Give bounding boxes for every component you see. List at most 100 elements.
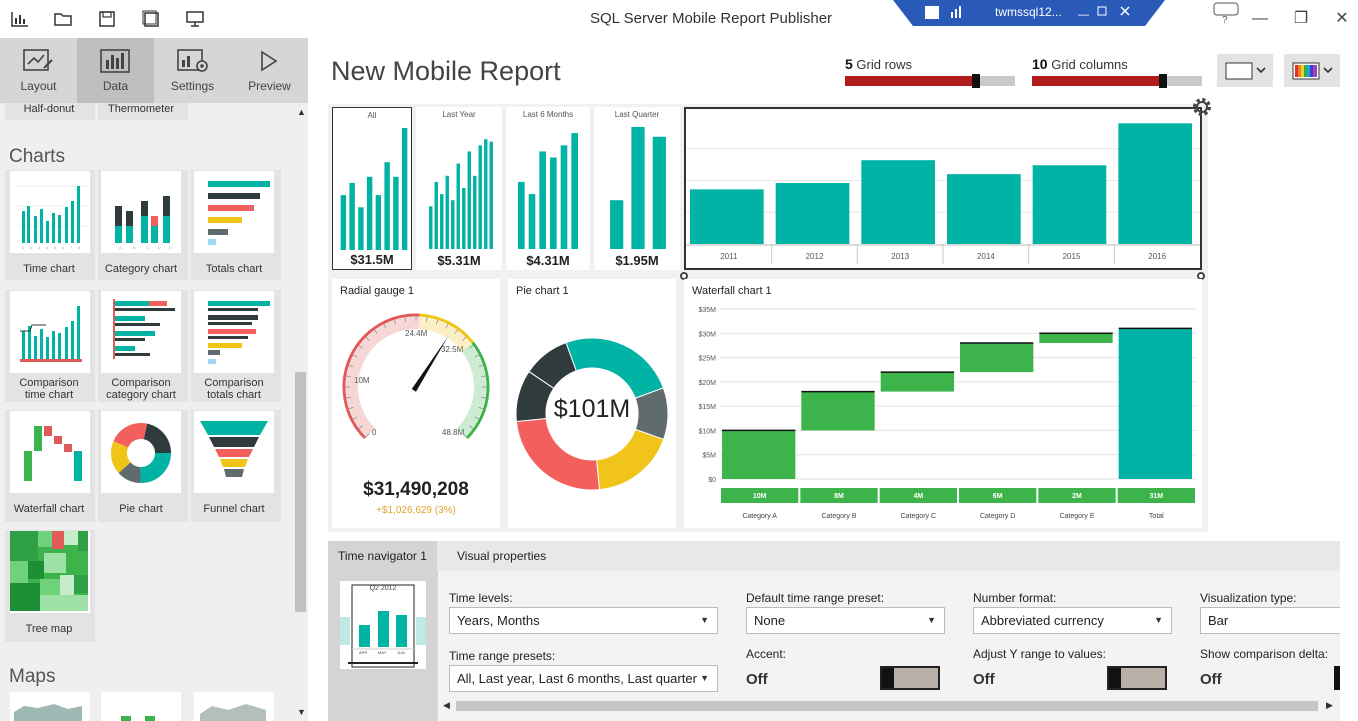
grid-columns-fill [1032,76,1163,86]
show-delta-toggle[interactable] [1334,666,1340,690]
map-thumb-2[interactable] [101,692,181,721]
svg-text:2: 2 [30,245,33,250]
save-icon[interactable] [97,9,117,29]
category-label: Total [1149,513,1164,520]
waterfall-chart-thumb[interactable] [10,411,90,493]
preview-month: APR [359,650,368,655]
tab-settings[interactable]: Settings [154,38,231,103]
value-label-bg [879,488,957,503]
nav-bar [340,195,347,250]
preview-period-label: Q2 2012 [369,585,397,592]
grid-columns-slider[interactable] [1032,74,1202,88]
pie-chart-thumb[interactable] [101,411,181,493]
funnel-chart-thumb[interactable] [194,411,274,493]
nav-bar [375,195,382,250]
comparison-time-chart-thumb[interactable] [10,291,90,373]
value-label: 6M [993,493,1003,500]
tab-time-navigator[interactable]: Time navigator 1 [328,541,437,571]
radial-gauge-tile[interactable]: Radial gauge 1 0 10M 24.4M 32.5M 48.8M $… [332,279,500,528]
data-icon [100,49,130,73]
nav-item-all[interactable]: All $31.5M [332,107,412,270]
gauge-tick [462,336,467,341]
tab-layout[interactable]: Layout [0,38,77,103]
nav-item-label: All [367,111,377,120]
scroll-up-icon[interactable]: ▲ [297,107,306,117]
pie-chart-tile[interactable]: Pie chart 1 $101M [508,279,676,528]
map-thumb-3[interactable] [194,692,274,721]
background-color-dropdown[interactable] [1217,54,1273,87]
totals-chart-thumb[interactable] [194,171,274,253]
half-donut-label[interactable]: Half-donut [23,103,75,115]
tree-map-thumb[interactable] [10,531,90,613]
grid-rows-knob[interactable] [971,74,980,88]
scroll-right-icon[interactable]: ▶ [1326,700,1333,710]
category-chart-thumb[interactable]: A B C D E [101,171,181,253]
tab-data[interactable]: Data [77,38,154,103]
properties-hscroll-thumb[interactable] [456,701,1318,711]
vis-type-select[interactable]: Bar [1200,607,1340,634]
time-range-presets-select[interactable]: All, Last year, Last 6 months, Last quar… [449,665,718,692]
time-navigator-chart[interactable]: 2011 2012 2013 2014 2015 2016 [684,107,1202,270]
comparison-category-chart-thumb[interactable] [101,291,181,373]
nav-bar [631,127,645,249]
nav-bar [478,145,482,249]
accent-label: Accent: [746,647,787,661]
close-button[interactable]: ✕ [1335,10,1349,27]
thermometer-label[interactable]: Thermometer [107,103,175,115]
layout-icon [23,49,53,71]
report-title[interactable]: New Mobile Report [331,56,561,86]
save-as-icon[interactable] [141,9,161,29]
gauge-tick [345,375,351,378]
nav-bars [340,128,408,250]
nav-bar [451,200,455,249]
nav-bar [384,162,390,250]
gear-icon[interactable] [1190,95,1214,119]
svg-text:C: C [146,245,149,250]
properties-hscrollbar[interactable]: ◀ ▶ [441,699,1338,713]
tab-visual-properties[interactable]: Visual properties [457,549,547,563]
map-thumb-1[interactable] [10,692,90,721]
nav-item-last-6-months[interactable]: Last 6 Months $4.31M [506,107,590,270]
grid-columns-knob[interactable] [1158,74,1167,88]
y-tick-label: $10M [698,428,716,435]
number-format-value: Abbreviated currency [981,613,1104,628]
value-label-bg [959,488,1037,503]
server-connection-badge[interactable]: — [893,0,1165,26]
grid-rows-slider[interactable] [845,74,1015,88]
waterfall-chart-tile[interactable]: Waterfall chart 1 $0 $5M $10M $15M $20M $25M $… [684,279,1202,528]
gauge-tick [358,344,363,349]
comparison-totals-chart-thumb[interactable] [194,291,274,373]
minimize-button[interactable]: — [1252,10,1268,27]
scroll-left-icon[interactable]: ◀ [443,700,450,710]
nav-item-last-quarter[interactable]: Last Quarter $1.95M [594,107,680,270]
navigator-preview-thumb [340,581,426,669]
year-tick-label: 2015 [1063,252,1081,261]
adjust-y-toggle[interactable] [1107,666,1167,690]
accent-toggle[interactable] [880,666,940,690]
nav-bar [550,157,557,249]
settings-icon [177,49,208,72]
value-label: 10M [753,493,767,500]
year-bar [775,183,850,244]
publish-icon[interactable] [185,9,205,29]
maximize-button[interactable]: ❐ [1293,10,1309,27]
open-icon[interactable] [53,9,73,29]
category-chart-label: Category chart [104,263,178,275]
gauge-tick [478,364,484,367]
gallery-scroll-thumb[interactable] [295,372,306,612]
time-levels-select[interactable]: Years, Months ▼ [449,607,718,634]
tree-map-icon [10,531,88,611]
help-icon[interactable]: ? [1212,1,1240,25]
tab-preview[interactable]: Preview [231,38,308,103]
nav-bars [518,133,578,249]
scroll-down-icon[interactable]: ▼ [297,707,306,717]
number-format-select[interactable]: Abbreviated currency ▼ [973,607,1172,634]
report-icon[interactable] [10,9,30,29]
svg-text:B: B [133,245,136,250]
gauge-title: Radial gauge 1 [340,285,415,297]
default-preset-select[interactable]: None ▼ [746,607,945,634]
nav-item-last-year[interactable]: Last Year $5.31M [416,107,502,270]
nav-bar [456,163,460,249]
color-palette-dropdown[interactable] [1284,54,1340,87]
